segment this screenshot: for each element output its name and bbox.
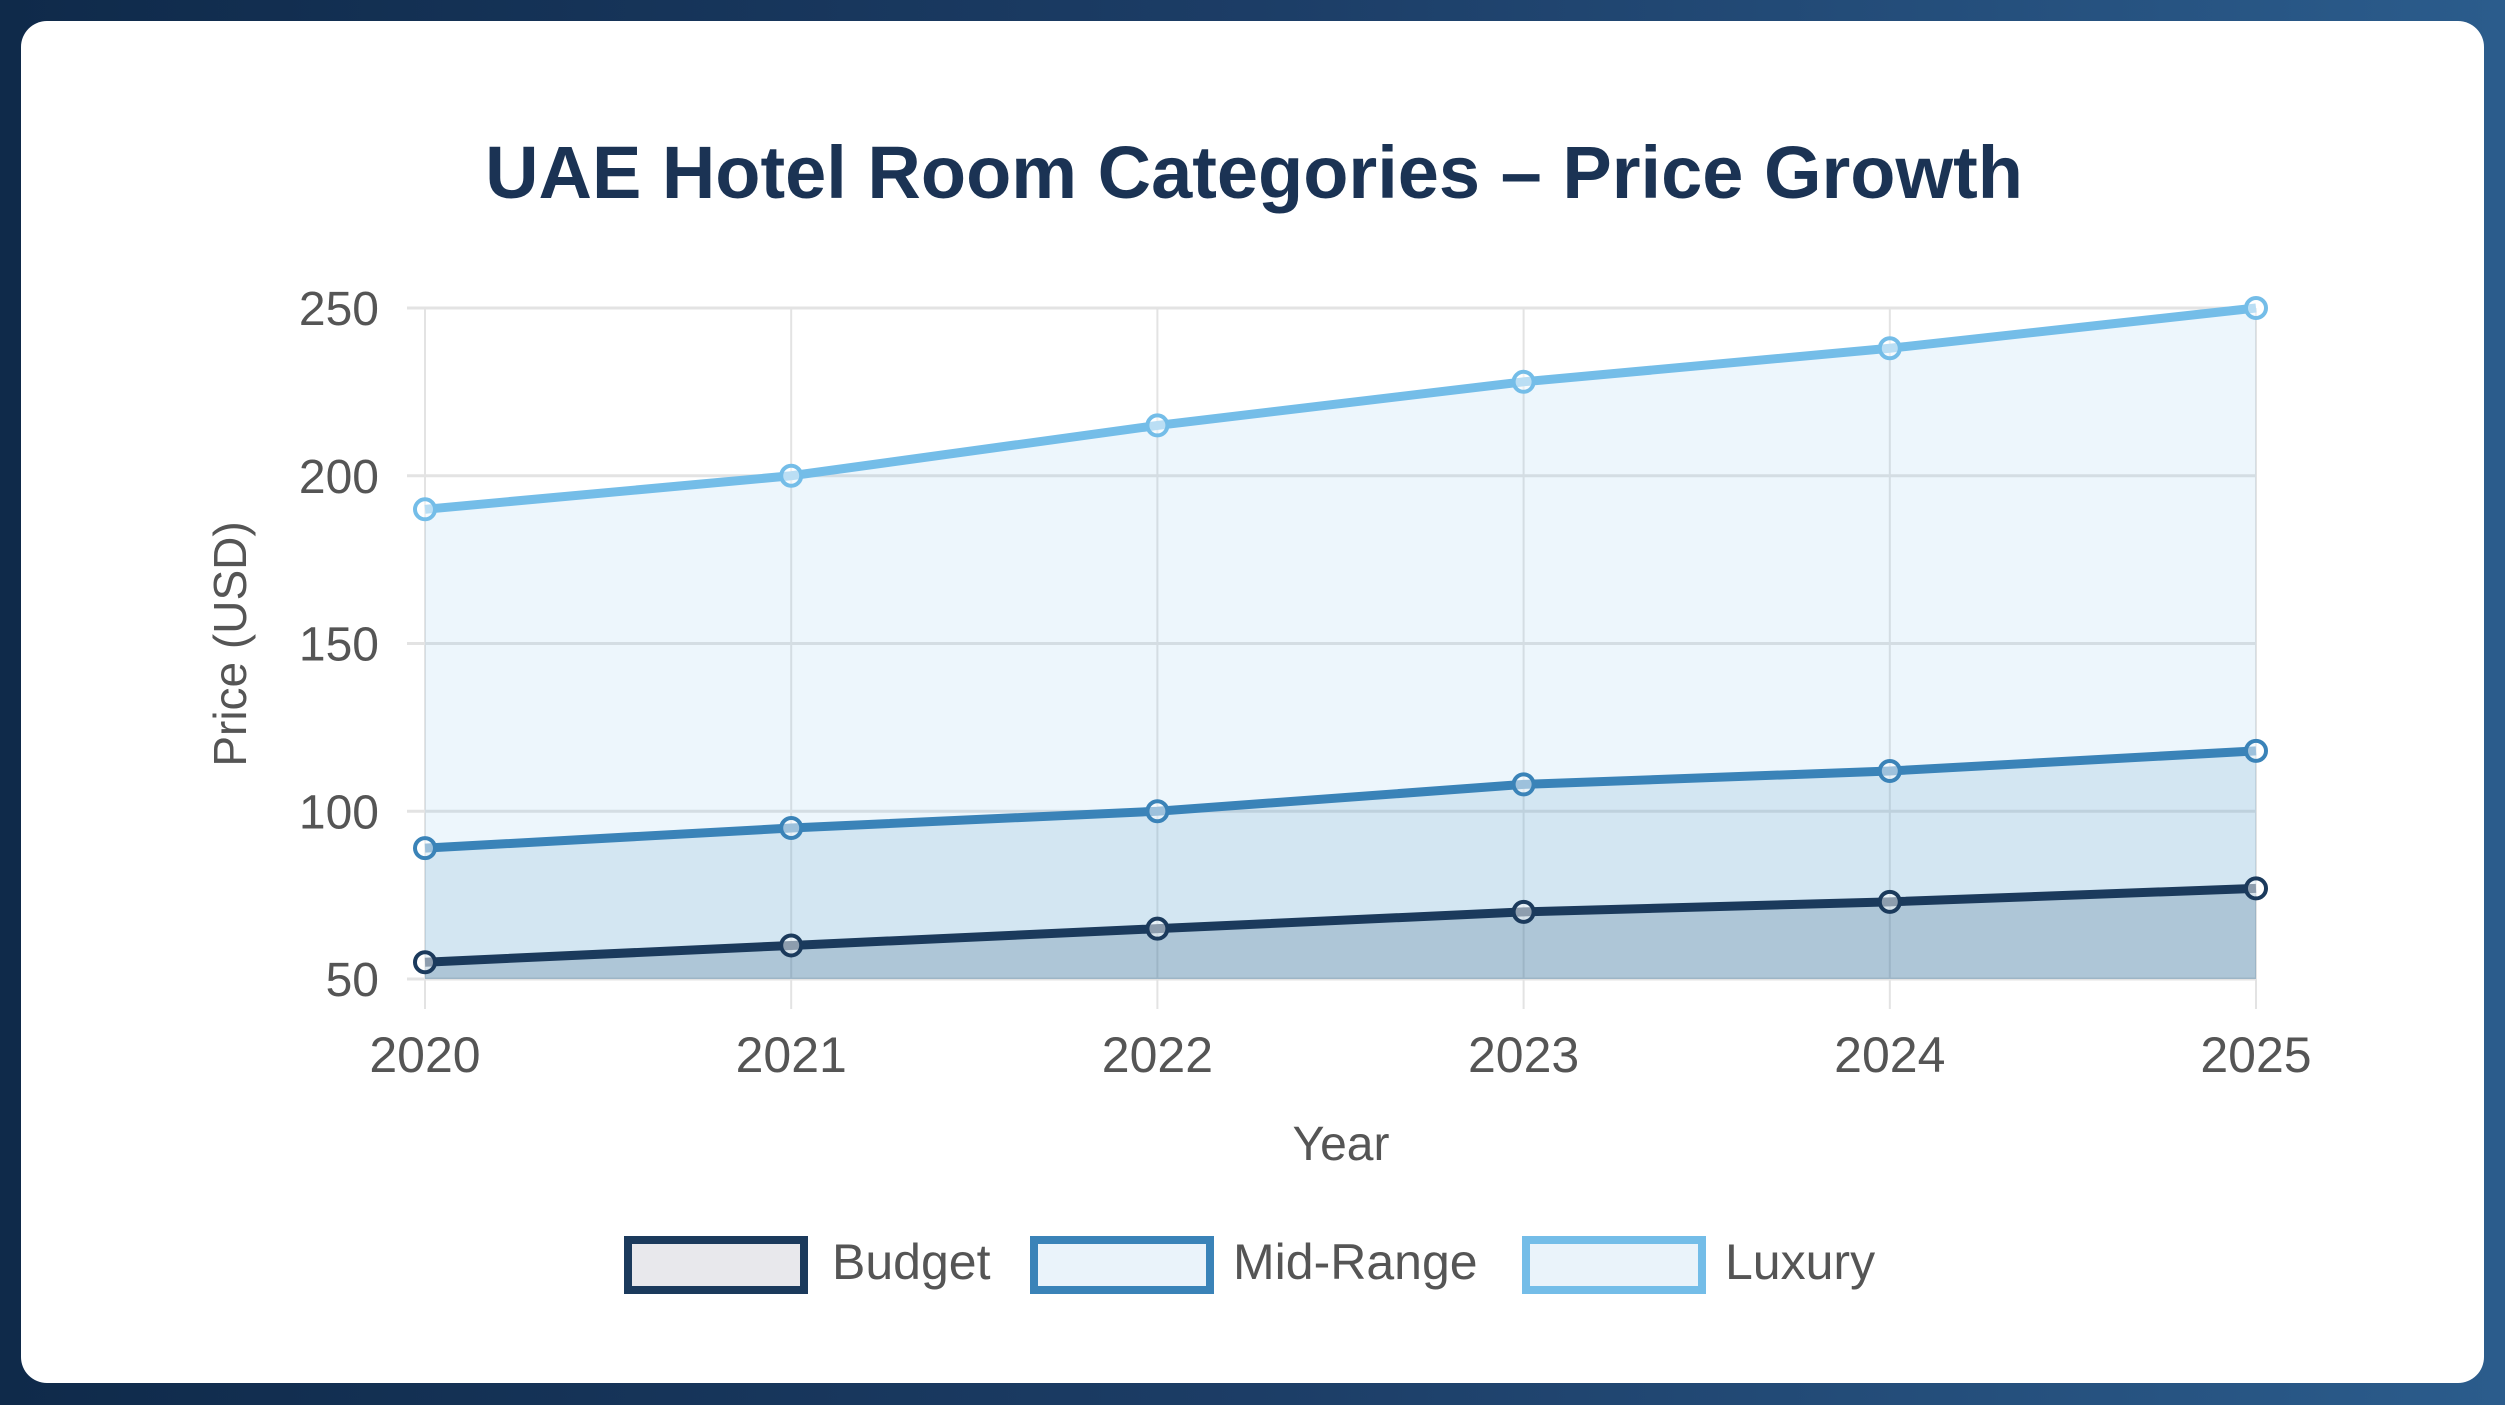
line-mid-range: [424, 746, 2257, 853]
legend-label: Budget: [832, 1234, 991, 1290]
data-point: [2244, 738, 2268, 763]
x-axis-label: Year: [1293, 1118, 1390, 1171]
line-budget: [424, 883, 2257, 967]
area-mid-range: [425, 750, 2256, 979]
legend-swatch: [624, 1236, 808, 1294]
x-tick-label: 2021: [736, 1027, 847, 1083]
data-point: [1511, 369, 1536, 394]
x-tick-label: 2025: [2200, 1027, 2311, 1083]
legend-swatch: [1030, 1236, 1214, 1294]
data-point: [1511, 899, 1536, 924]
y-tick-label: 50: [326, 954, 379, 1007]
data-point: [1877, 758, 1902, 783]
data-point: [1877, 336, 1902, 361]
data-point: [413, 497, 437, 522]
legend-swatch: [1522, 1236, 1706, 1294]
data-point: [1145, 413, 1170, 438]
data-point: [1877, 889, 1902, 914]
data-point: [413, 950, 437, 975]
data-point: [779, 933, 804, 958]
y-tick-label: 200: [299, 451, 379, 504]
y-tick-label: 250: [299, 283, 379, 336]
data-point: [779, 816, 804, 841]
line-luxury: [424, 303, 2257, 514]
area-budget: [425, 888, 2256, 979]
data-point: [779, 463, 804, 488]
legend-item-luxury[interactable]: Luxury: [1522, 1234, 1875, 1294]
chart-card: [21, 21, 2484, 1383]
legend-item-budget[interactable]: Budget: [624, 1234, 991, 1294]
legend-item-mid-range[interactable]: Mid-Range: [1030, 1234, 1478, 1294]
data-point: [1511, 772, 1536, 797]
area-luxury: [425, 308, 2256, 979]
y-tick-label: 100: [299, 786, 379, 839]
data-point: [1145, 916, 1170, 941]
data-point: [413, 836, 437, 861]
data-point: [2244, 296, 2268, 320]
x-tick-label: 2022: [1102, 1027, 1213, 1083]
x-tick-label: 2023: [1468, 1027, 1579, 1083]
y-axis-label: Price (USD): [204, 521, 256, 766]
legend-label: Mid-Range: [1233, 1234, 1478, 1290]
data-point: [2244, 876, 2268, 901]
legend-label: Luxury: [1725, 1234, 1875, 1290]
y-tick-label: 150: [299, 619, 379, 672]
data-point: [1145, 799, 1170, 824]
x-tick-label: 2024: [1834, 1027, 1945, 1083]
chart-title: UAE Hotel Room Categories – Price Growth: [485, 131, 2023, 214]
x-tick-label: 2020: [369, 1027, 480, 1083]
